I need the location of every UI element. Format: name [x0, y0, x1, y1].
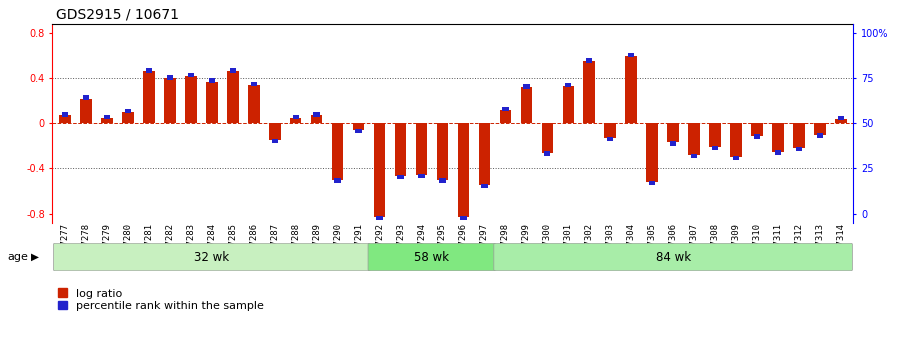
Text: GDS2915 / 10671: GDS2915 / 10671 — [56, 8, 179, 22]
Bar — [775, 150, 781, 155]
Text: ▶: ▶ — [31, 252, 39, 262]
Bar — [541, 124, 553, 152]
Bar — [689, 124, 700, 155]
Bar — [816, 133, 823, 138]
Bar — [481, 184, 488, 188]
Bar — [607, 137, 614, 141]
Bar — [167, 75, 173, 80]
Bar — [733, 156, 739, 160]
Bar — [751, 124, 763, 136]
Bar — [248, 85, 260, 124]
Bar — [793, 124, 805, 148]
Bar — [292, 115, 299, 119]
Bar — [230, 68, 236, 73]
Bar — [544, 151, 550, 156]
Bar — [332, 124, 343, 180]
Bar — [374, 124, 386, 217]
Bar — [502, 107, 509, 111]
Bar — [691, 154, 697, 158]
Bar — [437, 124, 448, 180]
Bar — [290, 118, 301, 124]
Bar — [649, 180, 655, 185]
Bar — [814, 124, 825, 135]
Bar — [353, 124, 365, 130]
Text: age: age — [7, 252, 28, 262]
Bar — [461, 216, 467, 220]
Bar — [628, 52, 634, 57]
Bar — [83, 95, 90, 100]
Bar — [838, 116, 844, 120]
Bar — [251, 82, 257, 86]
FancyBboxPatch shape — [368, 243, 496, 271]
Bar — [164, 78, 176, 124]
Bar — [209, 78, 215, 83]
Bar — [712, 146, 719, 150]
Bar — [415, 124, 427, 175]
Bar — [667, 124, 679, 142]
Bar — [646, 124, 658, 182]
Bar — [479, 124, 491, 185]
Bar — [563, 86, 574, 124]
Bar — [125, 109, 131, 114]
Bar — [143, 71, 155, 124]
Bar — [584, 61, 595, 124]
Bar — [605, 124, 616, 138]
Legend: log ratio, percentile rank within the sample: log ratio, percentile rank within the sa… — [58, 288, 263, 311]
Bar — [187, 73, 194, 77]
Text: 32 wk: 32 wk — [195, 250, 229, 264]
FancyBboxPatch shape — [53, 243, 370, 271]
Bar — [730, 124, 742, 157]
Bar — [710, 124, 720, 147]
Bar — [356, 129, 362, 133]
Bar — [523, 84, 529, 89]
Bar — [206, 82, 217, 124]
Bar — [62, 112, 68, 117]
Bar — [754, 135, 760, 139]
Bar — [81, 99, 91, 124]
Bar — [146, 68, 152, 73]
Bar — [311, 116, 322, 124]
Bar — [227, 71, 239, 124]
Bar — [60, 116, 71, 124]
Bar — [269, 124, 281, 140]
Bar — [335, 178, 341, 183]
Bar — [418, 174, 424, 178]
Bar — [376, 216, 383, 220]
Bar — [520, 87, 532, 124]
Bar — [835, 119, 846, 124]
Bar — [104, 115, 110, 119]
Bar — [670, 141, 676, 146]
Text: 84 wk: 84 wk — [655, 250, 691, 264]
Bar — [313, 112, 319, 117]
Bar — [586, 58, 593, 63]
Bar — [186, 76, 196, 124]
Bar — [500, 110, 511, 124]
Bar — [101, 118, 113, 124]
Bar — [625, 56, 637, 124]
Bar — [795, 147, 802, 151]
Bar — [395, 124, 406, 176]
Bar — [272, 139, 278, 144]
Bar — [397, 175, 404, 179]
Bar — [772, 124, 784, 151]
FancyBboxPatch shape — [494, 243, 853, 271]
Bar — [458, 124, 469, 217]
Bar — [565, 83, 571, 88]
Bar — [122, 112, 134, 124]
Text: 58 wk: 58 wk — [414, 250, 450, 264]
Bar — [439, 178, 445, 183]
